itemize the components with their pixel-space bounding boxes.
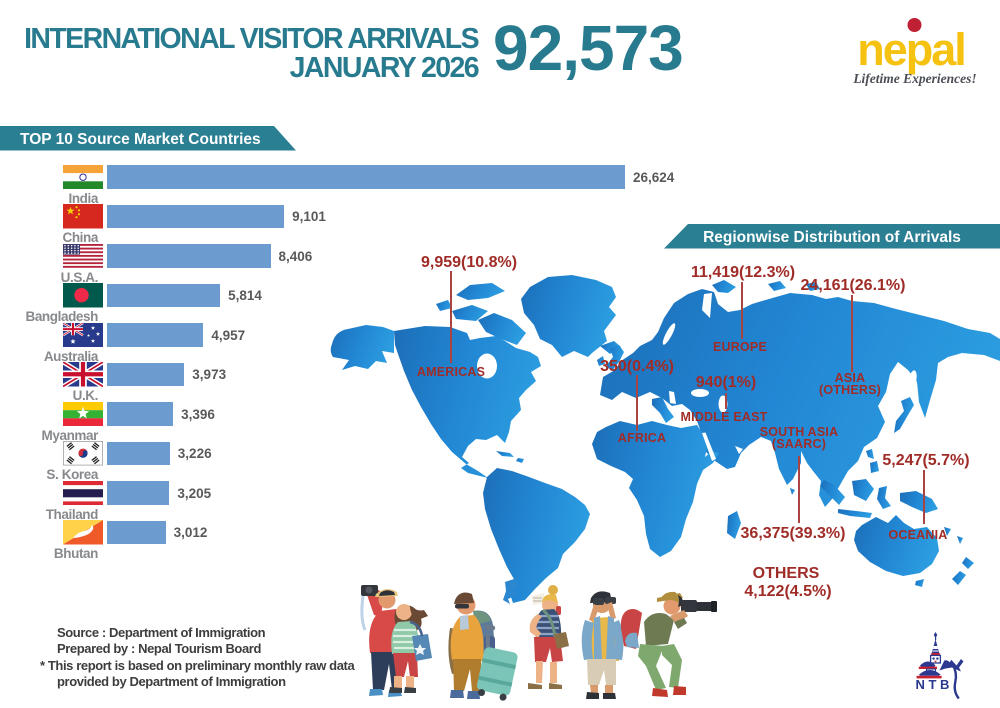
svg-text:nepal: nepal [857,24,965,75]
svg-text:Lifetime Experiences!: Lifetime Experiences! [852,71,976,86]
svg-text:NTB: NTB [916,677,954,692]
